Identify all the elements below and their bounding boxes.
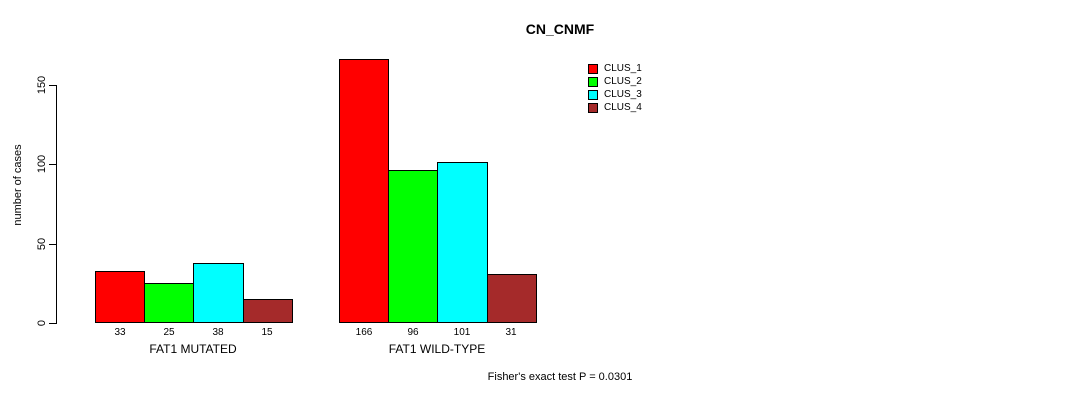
legend-item-CLUS_1: CLUS_1 <box>588 62 642 75</box>
legend-swatch <box>588 76 598 87</box>
bar-value-label: 15 <box>261 327 273 338</box>
legend-label: CLUS_2 <box>604 76 642 87</box>
legend-item-CLUS_4: CLUS_4 <box>588 101 642 114</box>
y-axis-tick <box>49 164 56 165</box>
legend: CLUS_1 CLUS_2 CLUS_3 CLUS_4 <box>588 62 642 114</box>
legend-swatch <box>588 89 598 100</box>
bar-value-label: 31 <box>505 327 517 338</box>
bar-CLUS_2-group1 <box>144 283 194 323</box>
chart-title: CN_CNMF <box>525 21 595 37</box>
bar-value-label: 25 <box>163 327 175 338</box>
legend-label: CLUS_4 <box>604 102 642 113</box>
legend-label: CLUS_1 <box>604 63 642 74</box>
category-label: FAT1 MUTATED <box>149 342 237 356</box>
bar-value-label: 38 <box>212 327 224 338</box>
bar-CLUS_4-group1 <box>243 299 293 323</box>
bar-CLUS_1-group2 <box>339 59 389 323</box>
bar-value-label: 96 <box>407 327 419 338</box>
y-axis <box>56 85 57 324</box>
bar-CLUS_4-group2 <box>487 274 537 323</box>
bar-CLUS_3-group1 <box>193 263 244 323</box>
y-axis-tick <box>49 244 56 245</box>
y-axis-tick-label: 100 <box>36 154 48 174</box>
bar-CLUS_1-group1 <box>95 271 145 323</box>
category-label: FAT1 WILD-TYPE <box>388 342 486 356</box>
y-axis-label: number of cases <box>12 144 24 226</box>
legend-swatch <box>588 102 598 113</box>
bar-value-label: 166 <box>355 327 373 338</box>
bar-value-label: 101 <box>453 327 471 338</box>
bar-CLUS_3-group2 <box>437 162 488 323</box>
legend-item-CLUS_3: CLUS_3 <box>588 88 642 101</box>
y-axis-tick-label: 150 <box>36 75 48 95</box>
bar-CLUS_2-group2 <box>388 170 438 323</box>
y-axis-tick <box>49 323 56 324</box>
legend-swatch <box>588 63 598 74</box>
bar-value-label: 33 <box>114 327 126 338</box>
y-axis-tick-label: 50 <box>36 237 48 251</box>
y-axis-tick-label: 0 <box>36 319 48 327</box>
y-axis-tick <box>49 85 56 86</box>
legend-label: CLUS_3 <box>604 89 642 100</box>
legend-item-CLUS_2: CLUS_2 <box>588 75 642 88</box>
fisher-test-note: Fisher's exact test P = 0.0301 <box>487 371 633 383</box>
